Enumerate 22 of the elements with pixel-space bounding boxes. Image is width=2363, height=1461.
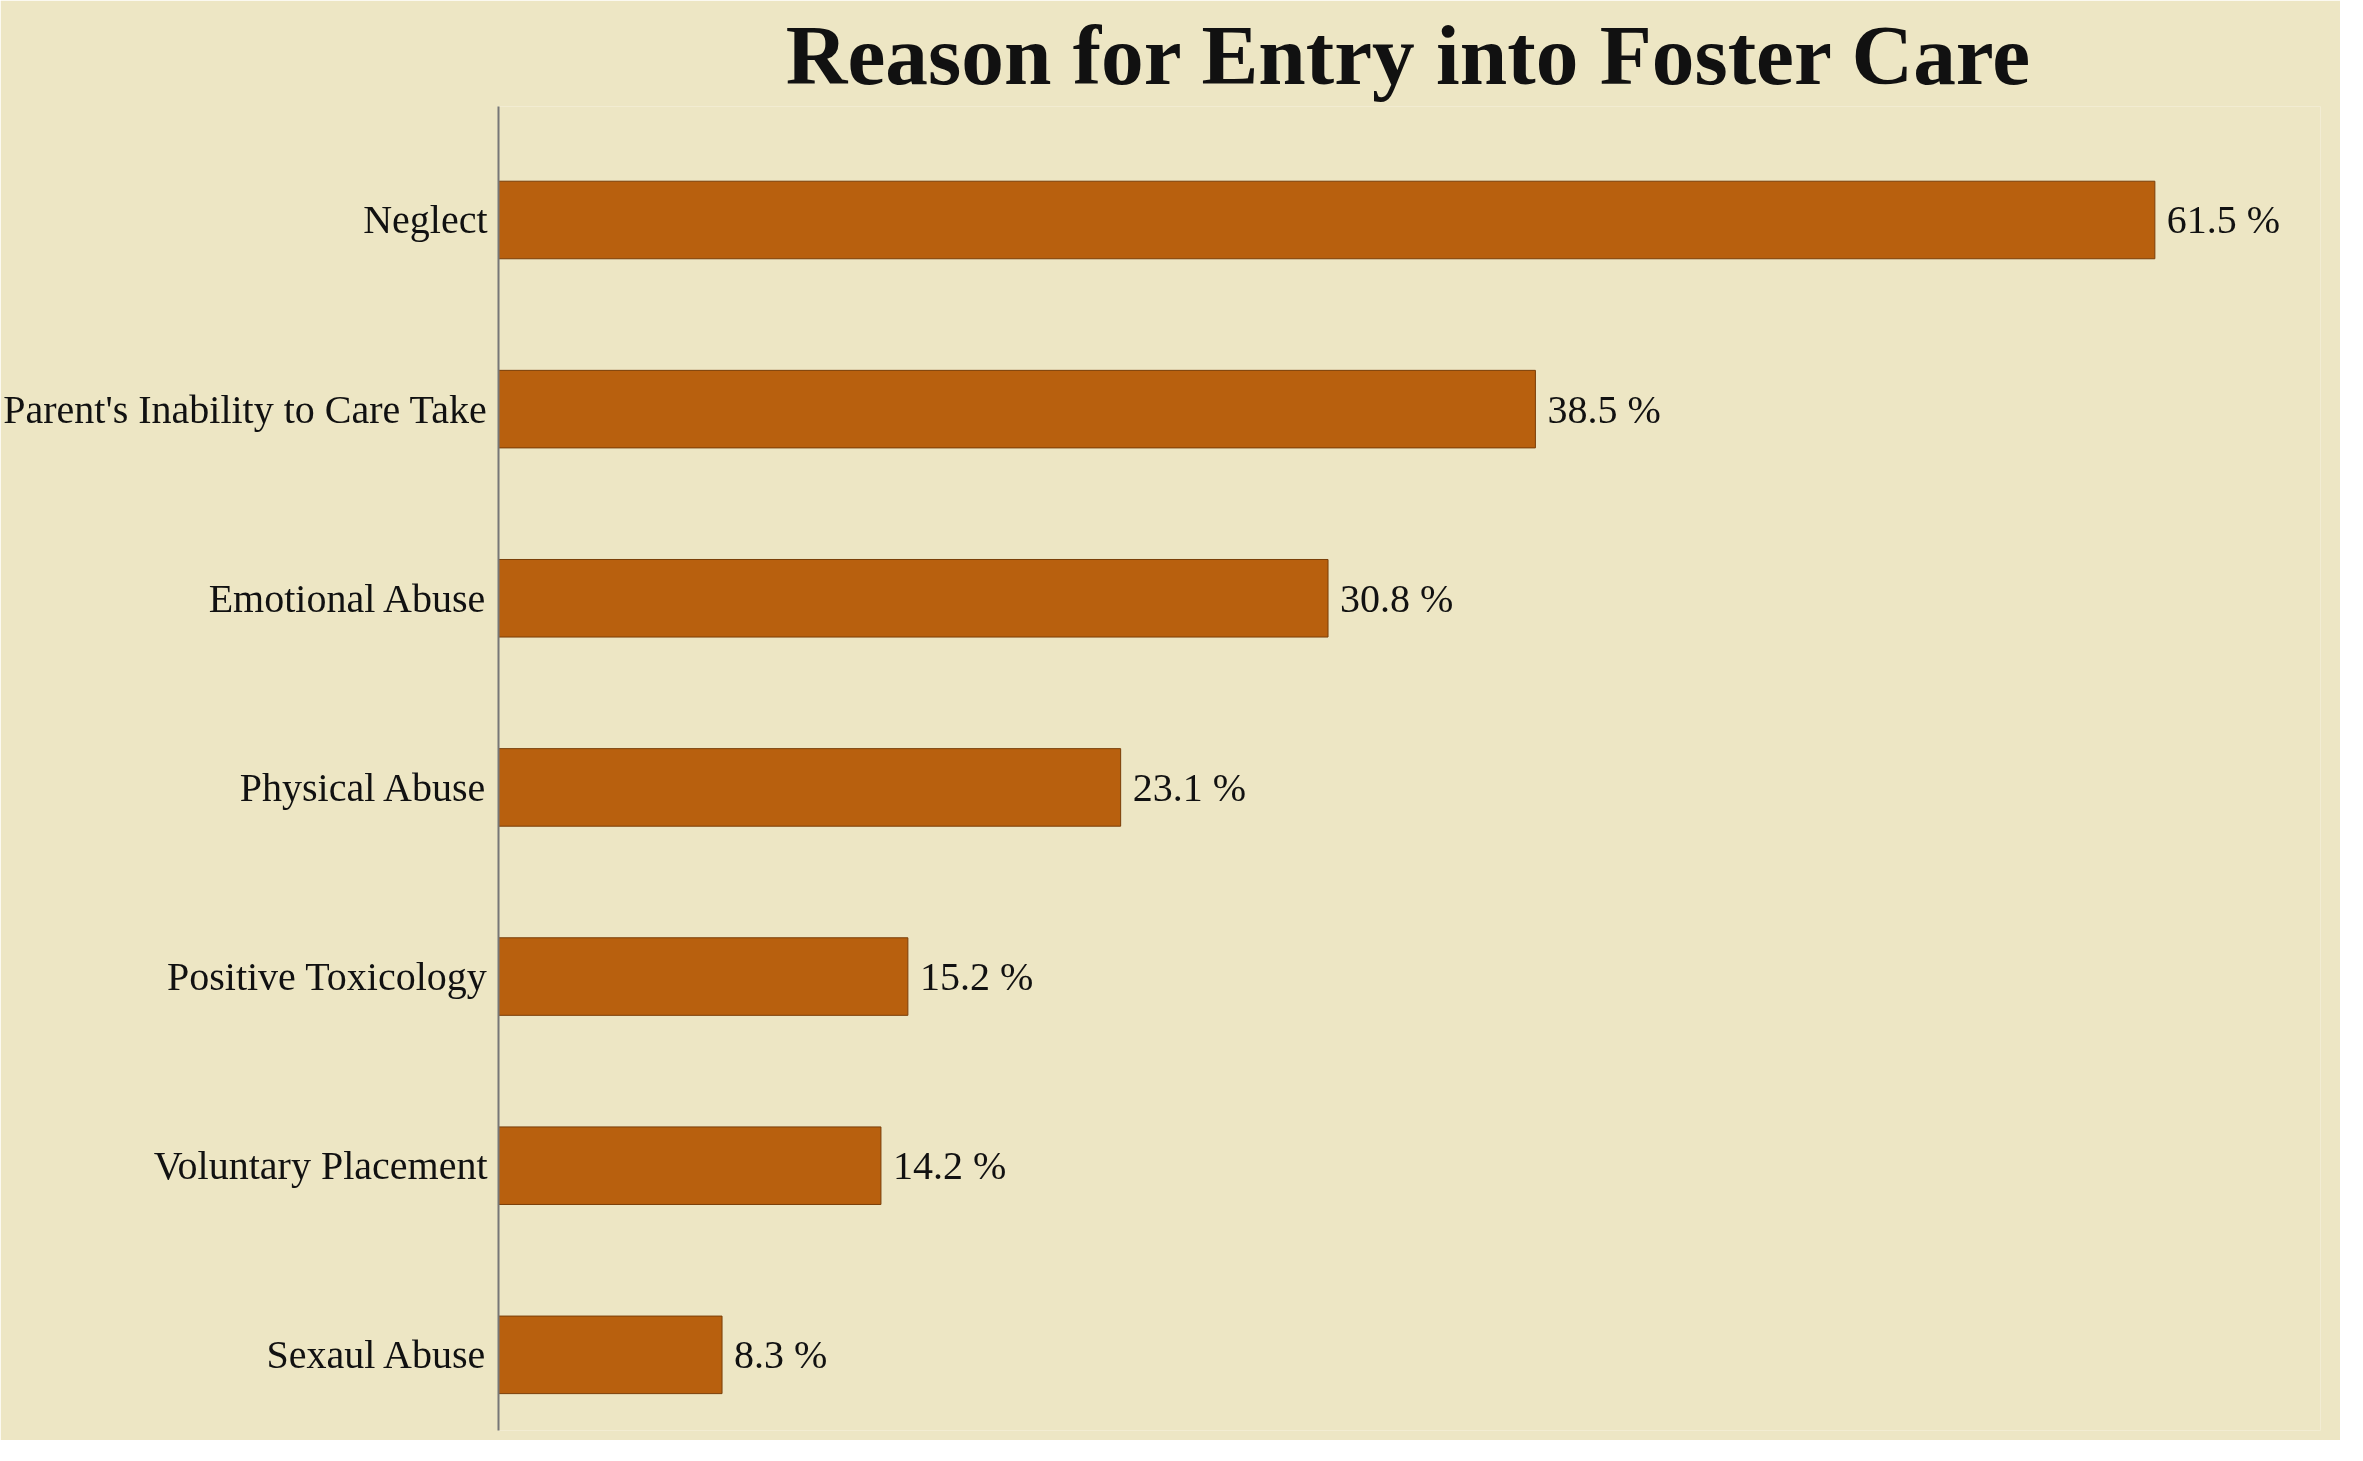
data-label: 61.5 % [2166, 197, 2281, 243]
y-tick-label: Physical Abuse [239, 764, 486, 810]
y-tick-label: Positive Toxicology [166, 954, 487, 1000]
y-tick-label: Parent's Inability to Care Take [3, 386, 487, 432]
y-tick-label: Sexaul Abuse [266, 1332, 486, 1378]
bar [498, 1315, 723, 1395]
data-label: 14.2 % [892, 1143, 1007, 1189]
y-tick-label: Emotional Abuse [208, 575, 486, 621]
y-tick-label: Neglect [363, 197, 488, 243]
data-label: 30.8 % [1340, 575, 1454, 621]
bar [498, 1126, 882, 1205]
bar [498, 937, 909, 1016]
bar [498, 369, 1536, 449]
bar [498, 559, 1329, 638]
y-tick-label: Voluntary Placement [153, 1143, 488, 1189]
data-label: 23.1 % [1132, 764, 1246, 810]
chart-title: Reason for Entry into Foster Care [785, 7, 2031, 102]
data-label: 38.5 % [1547, 386, 1661, 432]
bar [498, 180, 2156, 260]
data-label: 15.2 % [919, 954, 1034, 1000]
data-label: 8.3 % [734, 1332, 828, 1378]
bar [498, 748, 1122, 827]
